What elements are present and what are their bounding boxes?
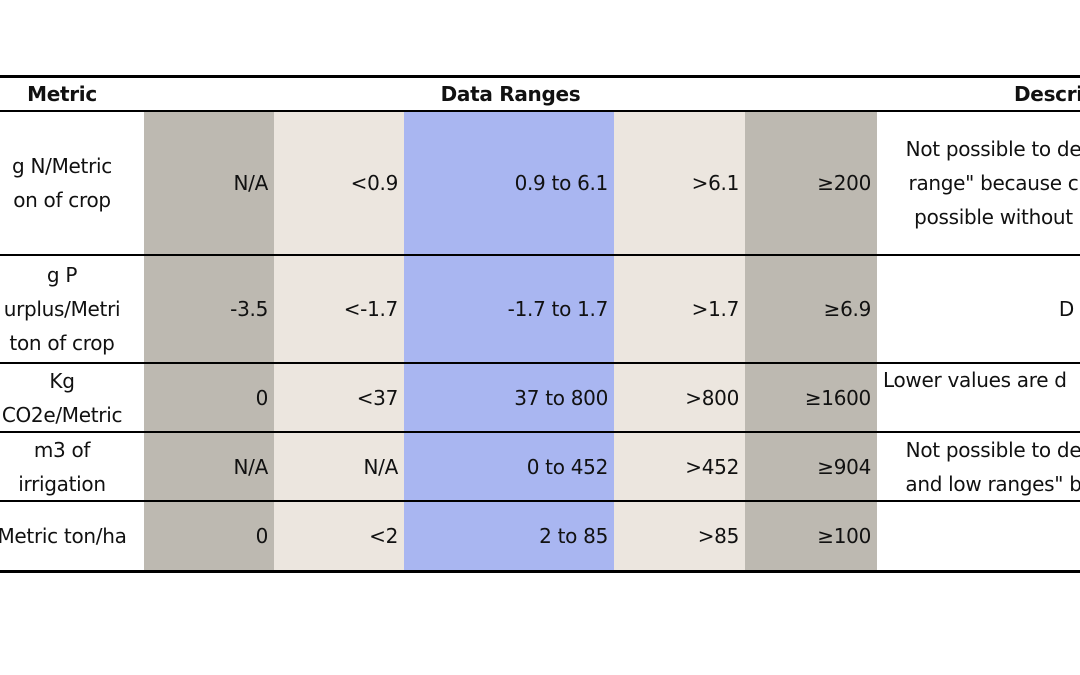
range-cell: >85 bbox=[697, 524, 740, 548]
column-fill bbox=[144, 111, 274, 571]
range-cell: N/A bbox=[363, 454, 399, 479]
range-cell: ≥100 bbox=[817, 524, 871, 548]
column-fill bbox=[614, 111, 745, 571]
metric-cell: Metric ton/ha bbox=[0, 524, 127, 548]
row-border bbox=[0, 74, 1080, 78]
range-cell: N/A bbox=[233, 454, 269, 479]
range-cell: >800 bbox=[685, 385, 739, 410]
column-fill bbox=[274, 111, 404, 571]
header-description: Descri bbox=[1014, 81, 1080, 106]
metric-cell: m3 of irrigation bbox=[18, 437, 106, 496]
range-cell: 0 bbox=[255, 524, 269, 548]
range-cell: ≥1600 bbox=[804, 385, 871, 410]
metric-cell: g N/Metric on of crop bbox=[12, 154, 112, 212]
column-fill bbox=[404, 111, 614, 571]
range-cell: <2 bbox=[369, 524, 398, 548]
range-cell: ≥200 bbox=[817, 171, 871, 195]
description-cell: Lower values are d bbox=[883, 368, 1067, 392]
column-fill bbox=[745, 111, 877, 571]
range-cell: -3.5 bbox=[230, 297, 268, 321]
header-data-ranges: Data Ranges bbox=[440, 81, 581, 106]
range-cell: 0 to 452 bbox=[526, 454, 609, 479]
range-cell: ≥904 bbox=[817, 454, 871, 479]
range-cell: 0 bbox=[255, 385, 269, 410]
range-cell: 37 to 800 bbox=[514, 385, 608, 410]
metric-cell: Kg CO2e/Metric bbox=[1, 368, 123, 427]
metric-cell: g P urplus/Metri ton of crop bbox=[3, 263, 121, 355]
row-border bbox=[0, 569, 1080, 573]
description-cell bbox=[877, 501, 1080, 571]
range-cell: >1.7 bbox=[691, 297, 740, 321]
row-border bbox=[0, 254, 1080, 256]
row-border bbox=[0, 110, 1080, 112]
row-border bbox=[0, 431, 1080, 433]
description-cell: D bbox=[1058, 297, 1074, 321]
range-cell: <0.9 bbox=[350, 171, 399, 195]
range-cell: >452 bbox=[685, 454, 739, 479]
range-cell: 2 to 85 bbox=[539, 524, 608, 548]
row-border bbox=[0, 362, 1080, 364]
range-cell: <37 bbox=[356, 385, 399, 410]
header-metric: Metric bbox=[27, 81, 97, 106]
range-cell: ≥6.9 bbox=[823, 297, 872, 321]
range-cell: 0.9 to 6.1 bbox=[514, 171, 609, 195]
range-cell: <-1.7 bbox=[343, 297, 399, 321]
description-cell: Not possible to de range" because c poss… bbox=[905, 137, 1080, 229]
range-cell: -1.7 to 1.7 bbox=[507, 297, 609, 321]
range-cell: >6.1 bbox=[691, 171, 740, 195]
description-cell: Not possible to de and low ranges" b bbox=[905, 437, 1080, 496]
row-border bbox=[0, 500, 1080, 502]
range-cell: N/A bbox=[233, 171, 269, 195]
